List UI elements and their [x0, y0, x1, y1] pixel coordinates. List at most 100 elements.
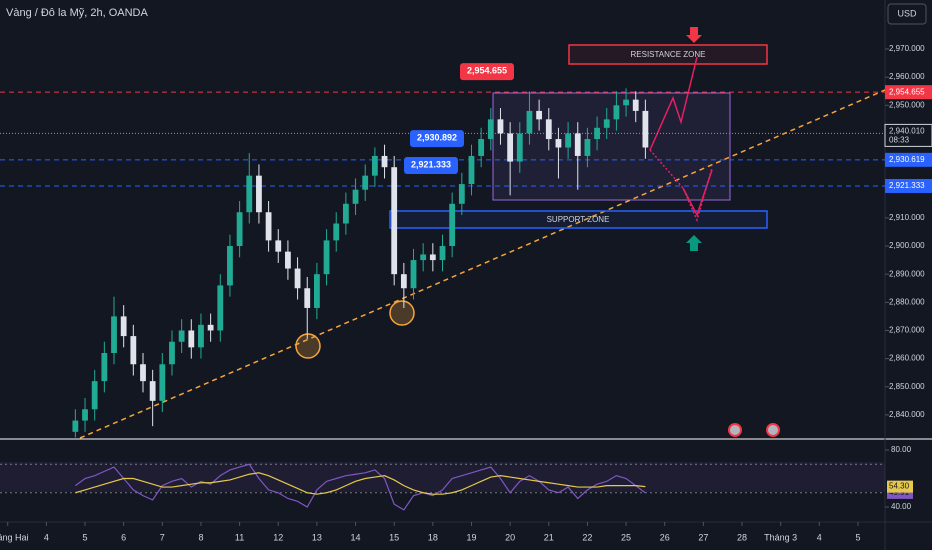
- candle-body: [91, 381, 98, 410]
- range-box: [492, 92, 731, 201]
- resistance-zone: [568, 44, 768, 65]
- price-callout-label: 2,921.333: [411, 159, 451, 169]
- symbol-title: Vàng / Đô la Mỹ, 2h, OANDA: [6, 7, 148, 19]
- candle-body: [227, 246, 233, 286]
- x-tick-label: 4: [817, 532, 822, 542]
- x-tick-label: 21: [544, 532, 554, 542]
- candle-body: [198, 324, 204, 348]
- currency-label[interactable]: USD: [897, 8, 917, 18]
- y-tick-label: 40.00: [891, 502, 912, 511]
- candle-body: [72, 420, 79, 432]
- rsi-line: [75, 463, 646, 511]
- trend-line: [79, 89, 886, 439]
- x-tick-label: 22: [582, 532, 592, 542]
- candle-body: [487, 119, 494, 140]
- candle-body: [545, 119, 552, 140]
- candle-body: [120, 316, 127, 337]
- candle-body: [468, 155, 475, 185]
- up-arrow: [686, 235, 702, 251]
- candle-body: [111, 316, 117, 353]
- x-tick-label: 27: [698, 532, 708, 542]
- candle-body: [188, 330, 195, 348]
- y-tick-label: 2,960.000: [889, 72, 925, 81]
- candle-body: [574, 133, 581, 156]
- candle-body: [275, 240, 282, 252]
- event-flag[interactable]: [766, 423, 780, 437]
- x-tick-label: 12: [273, 532, 283, 542]
- candle-body: [333, 223, 340, 241]
- candle-body: [178, 330, 185, 342]
- candle-body: [565, 133, 571, 148]
- level-badge-label: 2,921.333: [889, 181, 925, 190]
- level-badge-label: 2,954.655: [889, 87, 925, 96]
- candle-body: [130, 336, 137, 365]
- level-badge: [885, 178, 932, 193]
- support-zone: [389, 210, 768, 229]
- candle-body: [265, 212, 272, 241]
- candle-body: [381, 155, 388, 168]
- last-price-badge: [884, 123, 932, 147]
- candle-body: [256, 175, 262, 213]
- x-tick-label: 26: [660, 532, 670, 542]
- currency-button[interactable]: [887, 3, 927, 25]
- x-tick-label: 5: [83, 532, 88, 542]
- candle-body: [410, 260, 417, 289]
- y-tick-label: 2,870.000: [889, 326, 925, 335]
- candle-body: [458, 184, 465, 204]
- candle-body: [613, 105, 620, 120]
- candle-body: [352, 189, 359, 204]
- candle-body: [594, 127, 600, 140]
- support-zone-label: SUPPORT ZONE: [547, 215, 610, 224]
- price-callout: [404, 156, 458, 174]
- candle-body: [603, 119, 610, 128]
- x-tick-label: 14: [351, 532, 361, 542]
- countdown-label: 08:33: [889, 136, 910, 145]
- candle-body: [304, 288, 311, 308]
- candle-body: [285, 251, 291, 269]
- price-callout-label: 2,930.892: [417, 132, 457, 142]
- candle-body: [642, 110, 649, 148]
- y-tick-label: 2,900.000: [889, 241, 925, 250]
- candle-body: [400, 274, 407, 289]
- rsi-line: [75, 472, 646, 495]
- candle-body: [342, 203, 349, 224]
- down-arrow: [686, 27, 702, 43]
- x-tick-label: 28: [737, 532, 747, 542]
- alt-projection: [682, 169, 713, 217]
- candle-body: [159, 364, 166, 401]
- x-tick-label: 18: [428, 532, 438, 542]
- candle-body: [101, 352, 108, 382]
- event-flag[interactable]: [728, 423, 742, 437]
- price-callout-label: 2,954.655: [467, 66, 507, 76]
- x-tick-label: 11: [235, 532, 244, 542]
- y-tick-label: 2,910.000: [889, 213, 925, 222]
- candle-body: [323, 240, 330, 275]
- x-tick-label: 19: [466, 532, 476, 542]
- candle-body: [420, 254, 427, 261]
- x-tick-label: Tháng Hai: [0, 532, 28, 542]
- x-tick-label: 13: [312, 532, 322, 542]
- price-callout: [460, 63, 514, 81]
- candle-body: [632, 99, 639, 111]
- candle-body: [314, 274, 320, 308]
- y-tick-label: 2,890.000: [889, 269, 925, 278]
- level-badge-label: 2,930.619: [889, 155, 925, 164]
- candle-body: [449, 203, 456, 247]
- x-tick-label: 25: [621, 532, 631, 542]
- candle-body: [362, 175, 369, 190]
- candle-body: [429, 254, 436, 261]
- candle-body: [140, 364, 146, 382]
- candle-body: [623, 99, 629, 106]
- y-tick-label: 2,970.000: [889, 44, 925, 53]
- level-badge: [885, 85, 932, 100]
- y-tick-label: 2,840.000: [889, 410, 925, 419]
- candle-body: [371, 155, 378, 176]
- x-tick-label: Tháng 3: [764, 532, 797, 542]
- candle-body: [246, 175, 253, 213]
- candle-body: [497, 119, 504, 134]
- y-tick-label: 80.00: [891, 445, 912, 454]
- x-tick-label: 7: [160, 532, 165, 542]
- candle-body: [516, 133, 523, 162]
- y-tick-label: 2,950.000: [889, 100, 925, 109]
- candle-body: [207, 324, 214, 331]
